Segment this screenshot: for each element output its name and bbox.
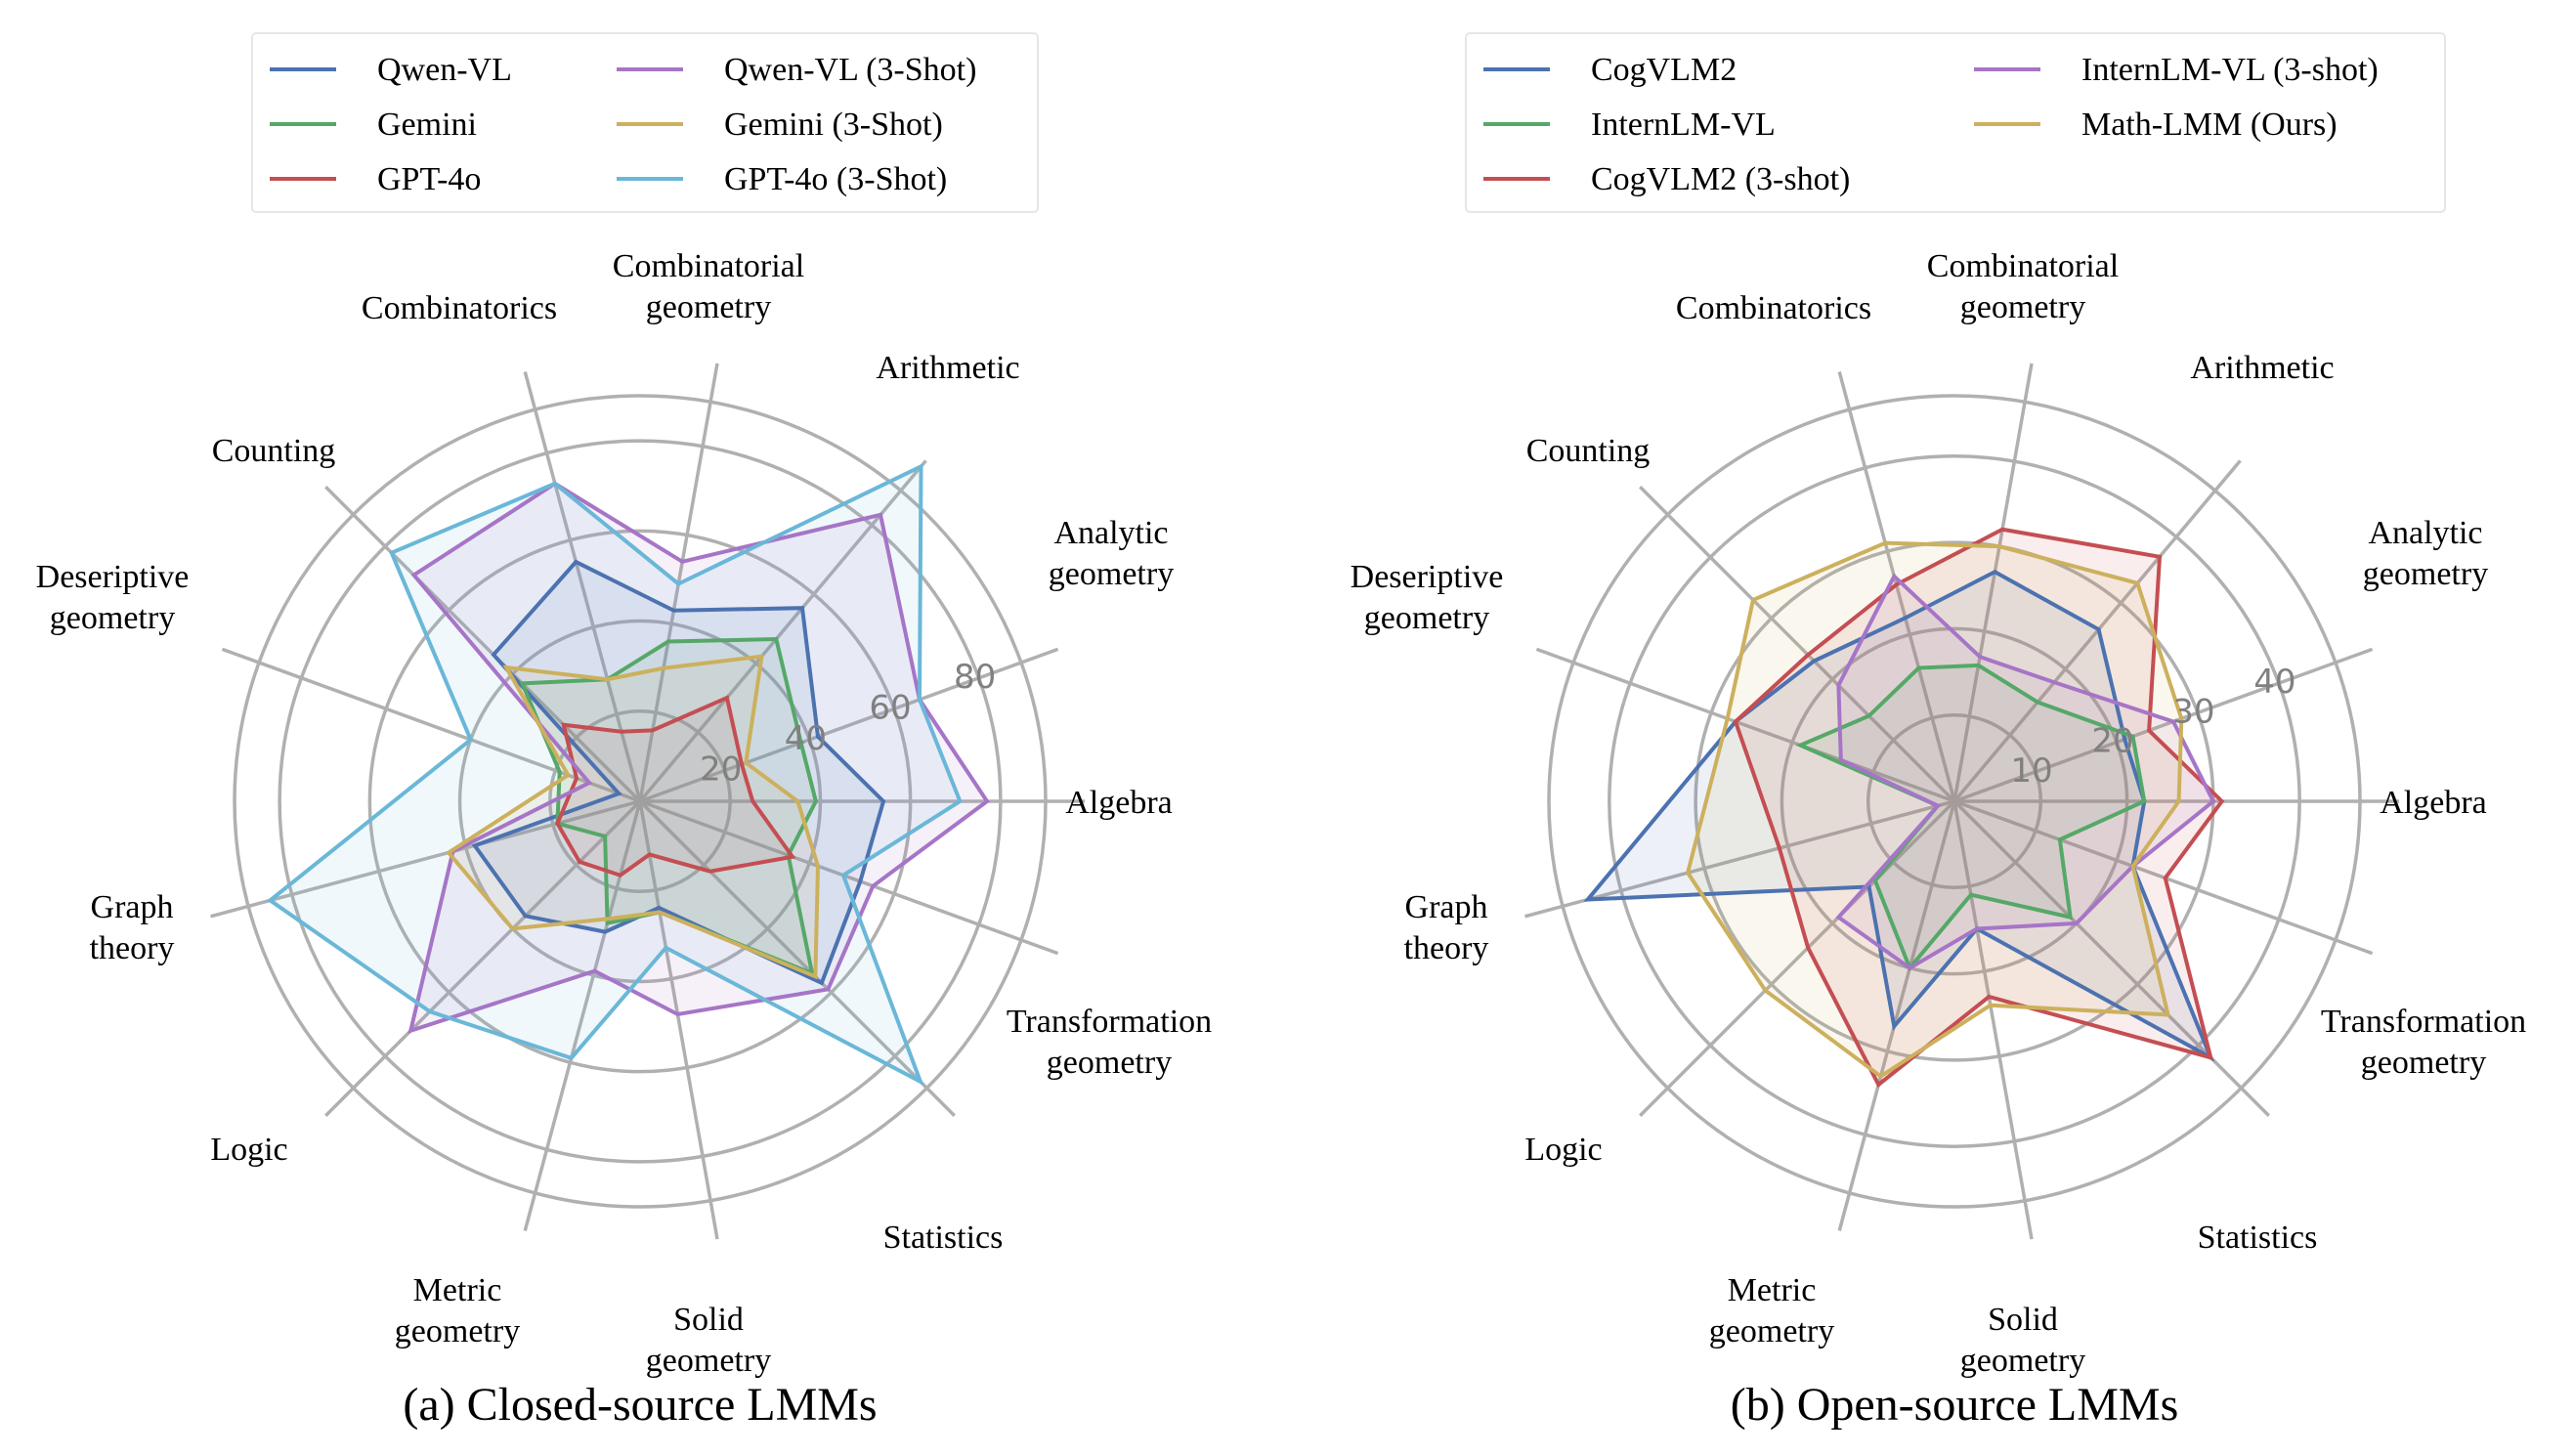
axis-label-combinatorial-geometry: Combinatorial geometry — [613, 248, 804, 325]
axis-label-counting: Counting — [1526, 433, 1651, 469]
spoke-arithmetic — [638, 459, 927, 803]
spoke-deseriptive-geometry — [221, 647, 641, 803]
legend-label-cogvlm2-3-shot: CogVLM2 (3-shot) — [1591, 161, 1850, 197]
radar-series — [1583, 527, 2225, 1089]
radar-series — [267, 463, 990, 1087]
series-line-qwen-vl — [471, 559, 886, 986]
axis-label-logic: Logic — [210, 1132, 287, 1168]
legend-label-cogvlm2: CogVLM2 — [1591, 52, 1737, 88]
axis-label-combinatorics: Combinatorics — [1676, 290, 1871, 326]
series-line-gemini-3-shot — [446, 654, 820, 980]
series-fill-gpt-4o — [557, 698, 793, 876]
legend-label-math-lmm-ours: Math-LMM (Ours) — [2081, 107, 2338, 143]
radar-panel-closed-source: 20 40 60 80 Algebra Analytic geometry Arithmeti… — [36, 32, 1212, 1431]
axis-label-graph-theory: Graph theory — [1404, 889, 1489, 966]
series-fill-gemini-3-shot — [449, 656, 818, 977]
series-fill-internlm-vl — [1800, 664, 2145, 968]
series-line-qwen-vl-3-shot — [408, 481, 990, 1034]
spoke-solid-geometry — [1952, 800, 2034, 1240]
spoke-solid-geometry — [638, 800, 719, 1240]
caption: (b) Open-source LMMs — [1731, 1379, 2179, 1431]
axis-label-metric-geometry: Metric geometry — [395, 1272, 520, 1349]
series-fill-gpt-4o-3-shot — [270, 466, 961, 1082]
caption: (a) Closed-source LMMs — [403, 1379, 877, 1431]
series-line-math-lmm-ours — [1685, 540, 2184, 1079]
spoke-graph-theory — [1524, 799, 1955, 919]
legend-label-qwen-vl: Qwen-VL — [377, 52, 512, 88]
radar-grid — [1524, 363, 2399, 1240]
axis-label-analytic-geometry: Analytic geometry — [1049, 515, 1174, 592]
axis-label-transformation-geometry: Transformation geometry — [1007, 1004, 1212, 1081]
axis-label-statistics: Statistics — [883, 1220, 1004, 1256]
radar-panel-open-source: 10 20 30 40 Algebra Analytic geometry Arithmeti… — [1351, 32, 2526, 1431]
tick-label-60: 60 — [869, 688, 911, 727]
series-fill-qwen-vl-3-shot — [410, 483, 988, 1031]
legend-label-internlm-vl: InternLM-VL — [1591, 107, 1776, 143]
axis-label-combinatorics: Combinatorics — [362, 290, 557, 326]
tick-label-30: 30 — [2172, 692, 2214, 731]
axis-label-deseriptive-geometry: Deseriptive geometry — [1351, 559, 1504, 636]
axis-label-deseriptive-geometry: Deseriptive geometry — [36, 559, 190, 636]
legend-frame — [1465, 32, 2446, 213]
axis-label-solid-geometry: Solid geometry — [646, 1302, 771, 1379]
legend-label-qwen-vl-3-shot: Qwen-VL (3-Shot) — [724, 52, 976, 88]
spoke-analytic-geometry — [639, 647, 1059, 803]
tick-label-20: 20 — [2091, 722, 2133, 761]
tick-label-80: 80 — [954, 658, 996, 697]
series-line-cogvlm2-3-shot — [1733, 527, 2225, 1089]
spoke-deseriptive-geometry — [1535, 647, 1955, 803]
legend-label-gemini-3-shot: Gemini (3-Shot) — [724, 107, 943, 143]
axis-label-analytic-geometry: Analytic geometry — [2363, 515, 2488, 592]
legend-label-internlm-vl-3-shot: InternLM-VL (3-shot) — [2081, 52, 2379, 88]
tick-label-20: 20 — [700, 749, 742, 789]
spoke-analytic-geometry — [1953, 647, 2374, 803]
legend: CogVLM2 InternLM-VL CogVLM2 (3-shot) Intern… — [1465, 32, 2446, 213]
axis-label-transformation-geometry: Transformation geometry — [2321, 1004, 2526, 1081]
tick-label-40: 40 — [2253, 663, 2295, 702]
axis-label-metric-geometry: Metric geometry — [1709, 1272, 1834, 1349]
legend-label-gemini: Gemini — [377, 107, 477, 143]
tick-label-10: 10 — [2010, 751, 2052, 791]
series-line-internlm-vl — [1795, 663, 2147, 972]
axis-label-combinatorial-geometry: Combinatorial geometry — [1927, 248, 2119, 325]
series-line-gpt-4o — [555, 695, 796, 878]
series-line-internlm-vl-3-shot — [1835, 573, 2216, 970]
series-fill-internlm-vl-3-shot — [1838, 576, 2213, 968]
axis-label-algebra: Algebra — [1065, 785, 1173, 821]
legend: Qwen-VL Gemini GPT-4o Qwen-VL (3-Shot) Gemin… — [251, 32, 1039, 213]
legend-label-gpt-4o: GPT-4o — [377, 161, 481, 197]
spoke-metric-geometry — [1837, 800, 1956, 1231]
spoke-counting — [1639, 486, 1956, 803]
axis-label-counting: Counting — [212, 433, 336, 469]
axis-label-algebra: Algebra — [2380, 785, 2487, 821]
axis-label-arithmetic: Arithmetic — [2190, 350, 2334, 386]
series-line-gpt-4o-3-shot — [267, 463, 963, 1087]
series-fill-gemini — [522, 638, 816, 974]
spoke-logic — [324, 799, 642, 1117]
axis-label-statistics: Statistics — [2198, 1220, 2318, 1256]
series-fill-cogvlm2-3-shot — [1735, 529, 2222, 1085]
spoke-counting — [324, 486, 642, 803]
tick-label-40: 40 — [785, 719, 827, 758]
legend-label-gpt-4o-3-shot: GPT-4o (3-Shot) — [724, 161, 947, 197]
spoke-statistics — [638, 799, 956, 1117]
spoke-transformation-geometry — [639, 799, 1059, 956]
axis-label-logic: Logic — [1524, 1132, 1602, 1168]
axis-label-graph-theory: Graph theory — [90, 889, 175, 966]
series-line-cogvlm2 — [1583, 569, 2215, 1062]
axis-label-solid-geometry: Solid geometry — [1960, 1302, 2085, 1379]
series-fill-cogvlm2 — [1587, 572, 2211, 1058]
spoke-statistics — [1952, 799, 2270, 1117]
spoke-logic — [1639, 799, 1956, 1117]
axis-label-arithmetic: Arithmetic — [876, 350, 1019, 386]
spoke-graph-theory — [210, 799, 641, 919]
spoke-combinatorial-geometry — [1952, 363, 2034, 802]
